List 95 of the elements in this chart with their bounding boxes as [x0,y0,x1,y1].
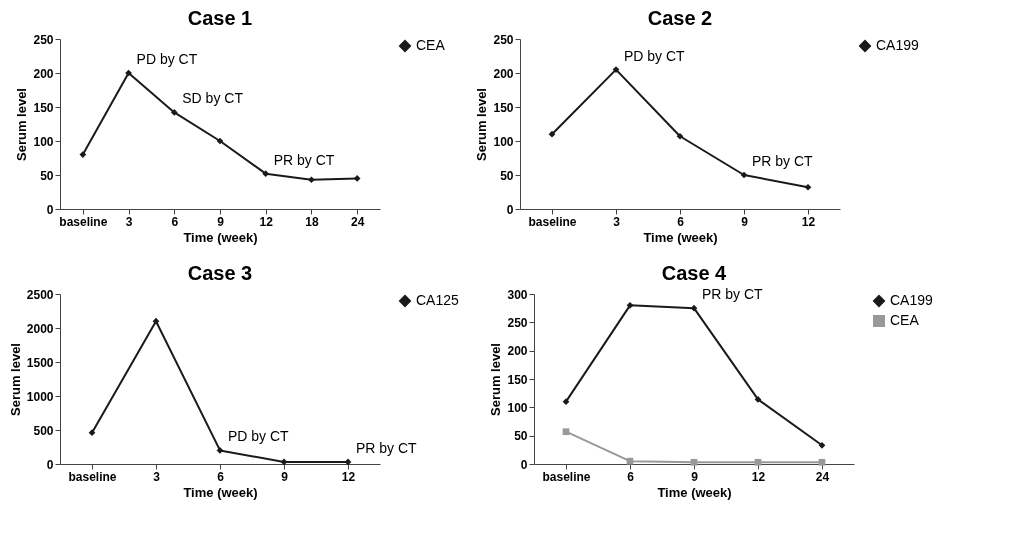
x-axis-title: Time (week) [657,484,732,500]
legend-label: CA125 [416,292,460,308]
y-tick-label: 0 [506,202,514,217]
y-tick-label: 0 [46,202,54,217]
annotation: PR by CT [702,286,764,303]
point [353,175,361,182]
y-tick-label: 300 [507,287,528,302]
y-tick-label: 500 [33,423,54,438]
x-tick-label: baseline [542,469,591,484]
annotation: SD by CT [182,90,244,107]
point [562,398,570,406]
y-tick-label: 1000 [26,389,54,404]
chart-title: Case 3 [187,262,253,284]
point [280,458,288,466]
x-tick-label: 6 [677,214,685,229]
point [262,170,270,177]
x-axis-title: Time (week) [183,484,258,500]
point [754,458,762,466]
x-tick-label: 9 [741,214,749,229]
x-tick-label: 9 [281,469,289,484]
point [308,176,315,184]
x-tick-label: 3 [153,469,161,484]
y-axis-title: Serum level [14,88,30,161]
y-axis-title: Serum level [7,343,23,416]
annotation: PD by CT [624,47,686,64]
legend-label: CEA [416,37,446,53]
y-axis-title: Serum level [474,88,490,161]
y-tick-label: 100 [493,134,514,149]
point [804,183,812,191]
point [740,171,748,179]
chart-title: Case 4 [661,262,728,284]
x-tick-label: 6 [171,214,179,229]
x-tick-label: 12 [341,469,356,484]
x-tick-label: baseline [68,469,117,484]
point [344,458,352,466]
y-tick-label: 200 [507,344,528,359]
y-tick-label: 150 [507,372,528,387]
point [562,428,570,436]
x-tick-label: baseline [528,214,577,229]
x-tick-label: 24 [815,469,830,484]
point [626,457,634,465]
y-tick-label: 50 [514,429,528,444]
x-tick-label: 6 [217,469,225,484]
point [690,458,698,466]
y-tick-label: 250 [493,32,514,47]
y-tick-label: 0 [46,457,54,472]
point [548,130,556,138]
y-tick-label: 150 [493,100,514,115]
point [152,317,160,325]
y-tick-label: 50 [40,168,54,183]
x-tick-label: 3 [613,214,621,229]
legend-label: CEA [890,312,920,328]
point [88,429,96,437]
x-tick-label: 12 [801,214,816,229]
annotation: PR by CT [752,153,814,169]
point [818,458,826,466]
chart-title: Case 2 [647,7,713,29]
x-tick-label: 3 [125,214,133,229]
x-tick-label: 12 [751,469,766,484]
x-tick-label: 18 [305,214,319,229]
x-axis-title: Time (week) [183,229,258,245]
legend-label: CA199 [890,292,934,308]
x-tick-label: 24 [350,214,365,229]
y-tick-label: 100 [33,134,54,149]
x-tick-label: baseline [59,214,108,229]
x-tick-label: 6 [627,469,635,484]
x-axis-title: Time (week) [643,229,718,245]
y-tick-label: 2000 [26,321,54,336]
annotation: PR by CT [356,439,418,456]
y-tick-label: 1500 [26,355,54,370]
point [690,304,698,312]
y-tick-label: 150 [33,100,54,115]
y-tick-label: 200 [33,66,54,81]
point [626,301,634,309]
chart-title: Case 1 [187,7,253,29]
annotation: PR by CT [273,151,335,168]
x-tick-label: 12 [259,214,274,229]
annotation: PD by CT [136,51,198,67]
y-tick-label: 250 [507,315,528,330]
annotation: PD by CT [228,428,290,445]
y-tick-label: 2500 [26,287,54,302]
point [170,109,178,116]
y-axis-title: Serum level [488,343,504,416]
point [79,151,87,158]
x-tick-label: 9 [217,214,225,229]
y-tick-label: 0 [520,457,528,472]
legend-label: CA199 [876,37,920,53]
y-tick-label: 200 [493,66,514,81]
point [216,137,224,145]
point [676,132,684,140]
y-tick-label: 50 [500,168,514,183]
x-tick-label: 9 [691,469,699,484]
y-tick-label: 250 [33,32,54,47]
point [818,441,826,449]
y-tick-label: 100 [507,400,528,415]
